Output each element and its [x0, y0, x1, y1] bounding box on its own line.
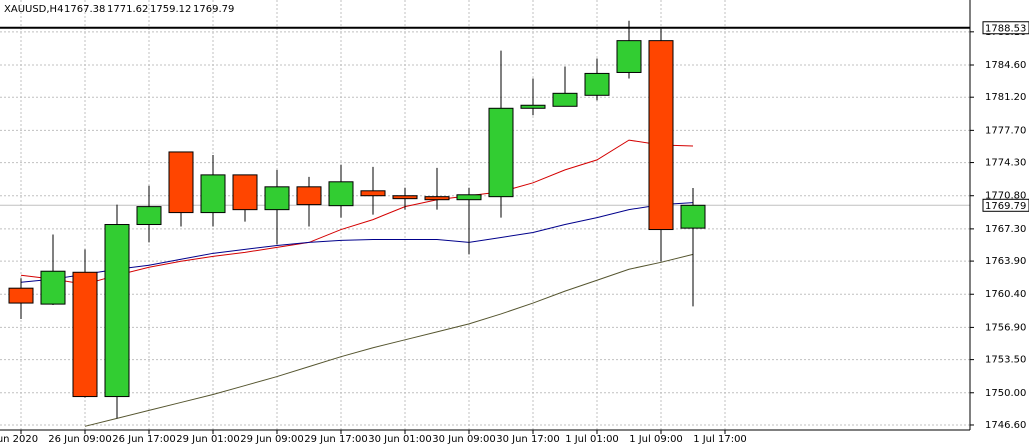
y-tick-label: 1763.90: [985, 256, 1026, 267]
x-tick-label: 29 Jun 17:00: [304, 434, 368, 445]
y-tick-label: 1777.70: [985, 125, 1026, 136]
candle-body: [264, 186, 290, 211]
indicator-line: [20, 139, 694, 285]
candle-body: [296, 186, 322, 206]
header: XAUUSD,H4 1767.38 1771.62 1759.12 1769.7…: [4, 4, 234, 15]
y-tick-label: 1750.00: [985, 388, 1026, 399]
x-tick-label: 26 Jun 17:00: [112, 434, 176, 445]
candle-body: [648, 40, 674, 231]
candle-body: [552, 92, 578, 107]
y-tick-label: 1784.60: [985, 60, 1026, 71]
candle-body: [104, 224, 130, 398]
bid-price-label: 1769.79: [985, 201, 1026, 212]
x-tick-label: 29 Jun 09:00: [240, 434, 304, 445]
indicator-line: [84, 253, 694, 427]
x-tick-label: 1 Jul 01:00: [565, 434, 619, 445]
x-tick-label: 1 Jul 17:00: [693, 434, 747, 445]
candle-body: [456, 194, 482, 201]
candle-body: [168, 151, 194, 214]
y-tick-label: 1767.30: [985, 224, 1026, 235]
candle-body: [136, 206, 162, 226]
bid-price-label-box: [982, 198, 1029, 212]
symbol: XAUUSD,H4: [4, 4, 63, 15]
y-tick-label: 1760.40: [985, 289, 1026, 300]
y-tick-label: 1756.90: [985, 322, 1026, 333]
candle-body: [232, 174, 258, 211]
low-value: 1759.12: [150, 4, 191, 15]
x-tick-label: 30 Jun 17:00: [496, 434, 560, 445]
candle-body: [424, 196, 450, 201]
hline-price-label: 1788.53: [985, 23, 1026, 34]
axes: 1788.101784.601781.201777.701774.301770.…: [0, 21, 1029, 445]
grid: [0, 0, 970, 430]
candle-body: [520, 104, 546, 109]
y-tick-label: 1781.20: [985, 92, 1026, 103]
candle-body: [200, 174, 226, 214]
x-tick-label: 29 Jun 01:00: [176, 434, 240, 445]
x-tick-label: 26 Jun 09:00: [48, 434, 112, 445]
y-tick-label: 1753.50: [985, 355, 1026, 366]
candle-body: [40, 270, 66, 305]
y-tick-label: 1770.80: [985, 191, 1026, 202]
open-value: 1767.38: [64, 4, 105, 15]
plot-area: [0, 20, 970, 427]
close-value: 1769.79: [193, 4, 234, 15]
candle-body: [584, 72, 610, 96]
candle-body: [616, 40, 642, 73]
x-tick-label: 30 Jun 01:00: [368, 434, 432, 445]
x-tick-label: 30 Jun 09:00: [432, 434, 496, 445]
candle-body: [360, 190, 386, 197]
x-tick-label: 1 Jul 09:00: [629, 434, 683, 445]
y-tick-label: 1774.30: [985, 158, 1026, 169]
candle-body: [488, 107, 514, 198]
hline-price-label-box: [982, 21, 1029, 35]
x-tick-label: Jun 2020: [0, 434, 38, 445]
high-value: 1771.62: [107, 4, 148, 15]
candle-body: [680, 204, 706, 229]
candle-body: [8, 287, 34, 304]
y-tick-label: 1746.60: [985, 420, 1026, 431]
candle-body: [72, 271, 98, 398]
candle-body: [328, 181, 354, 207]
candle-body: [392, 195, 418, 200]
indicator-line: [20, 202, 694, 283]
